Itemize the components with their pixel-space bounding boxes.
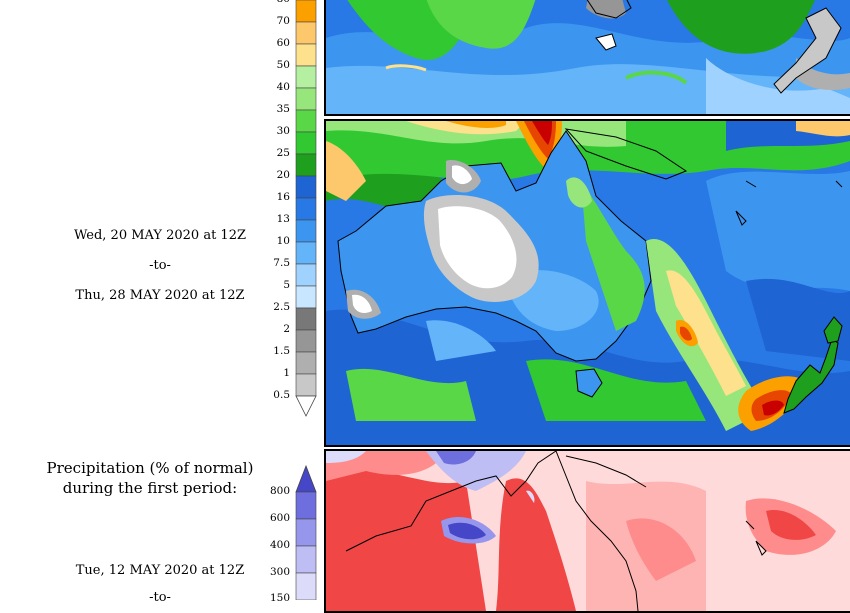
cb-label: 40	[276, 81, 290, 93]
cb-swatch-35	[295, 109, 317, 133]
cb-swatch-40	[295, 87, 317, 111]
cb-swatch-70	[295, 21, 317, 45]
pcb-swatch-400	[295, 545, 317, 574]
precip-map-top-graphic	[326, 0, 850, 114]
percent-period-start-date: Tue, 12 MAY 2020 at 12Z	[75, 563, 245, 578]
cb-label: 5	[283, 279, 290, 291]
percent-period-to: -to-	[149, 590, 171, 605]
cb-swatch-20	[295, 175, 317, 199]
cb-swatch-30	[295, 131, 317, 155]
cb-label: 2.5	[273, 301, 290, 313]
precip-colorbar	[295, 0, 317, 417]
cb-swatch-16	[295, 197, 317, 221]
cb-label: 0.5	[273, 389, 290, 401]
pcb-swatch-300	[295, 572, 317, 600]
pcb-swatch-800	[295, 491, 317, 520]
cb-swatch-25	[295, 153, 317, 177]
cb-label: 50	[276, 59, 290, 71]
precip-map-top	[324, 0, 850, 116]
cb-swatch-60	[295, 43, 317, 67]
cb-swatch-2	[295, 329, 317, 353]
period-to: -to-	[149, 258, 171, 273]
precip-percent-map	[324, 449, 850, 613]
cb-label: 80	[250, 0, 290, 5]
cb-label: 70	[276, 15, 290, 27]
cb-swatch-2-5	[295, 307, 317, 331]
cb-swatch-13	[295, 219, 317, 243]
cb-label: 35	[276, 103, 290, 115]
cb-swatch-5	[295, 285, 317, 309]
period-start-date: Wed, 20 MAY 2020 at 12Z	[73, 228, 247, 243]
percent-colorbar	[295, 464, 317, 600]
cb-label: 2	[283, 323, 290, 335]
percent-panel-title-line2: during the first period:	[62, 479, 238, 497]
precip-map-forecast	[324, 119, 850, 447]
cb-label: 25	[276, 147, 290, 159]
pcb-label: 800	[269, 485, 290, 497]
cb-swatch-1-5	[295, 351, 317, 375]
cb-label: 13	[276, 213, 290, 225]
cb-label: 10	[276, 235, 290, 247]
pcb-label: 300	[269, 566, 290, 578]
cb-label: 7.5	[273, 257, 290, 269]
cb-swatch-10	[295, 241, 317, 265]
cb-label: 16	[276, 191, 290, 203]
pcb-label: 400	[269, 539, 290, 551]
cb-swatch-1	[295, 373, 317, 397]
cb-label: 20	[276, 169, 290, 181]
pcb-label: 600	[269, 512, 290, 524]
precip-map-forecast-graphic	[326, 121, 850, 445]
cb-label: 30	[276, 125, 290, 137]
cb-swatch-50	[295, 65, 317, 89]
cb-swatch-80	[295, 0, 317, 23]
cb-swatch-7-5	[295, 263, 317, 287]
precip-percent-map-graphic	[326, 451, 850, 611]
percent-panel-title-line1: Precipitation (% of normal)	[46, 459, 254, 477]
cb-label: 1.5	[273, 345, 290, 357]
pcb-swatch-top	[295, 464, 317, 493]
cb-label: 60	[276, 37, 290, 49]
pcb-label: 150	[269, 592, 290, 604]
cb-label: 1	[283, 367, 290, 379]
cb-swatch-0-5	[295, 395, 317, 417]
pcb-swatch-600	[295, 518, 317, 547]
period-end-date: Thu, 28 MAY 2020 at 12Z	[75, 288, 245, 303]
